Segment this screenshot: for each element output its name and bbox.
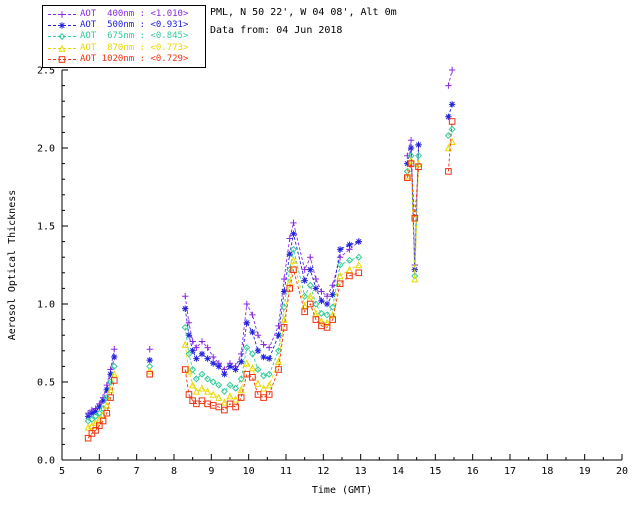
- legend-label: AOT 675nm : <0.845>: [80, 31, 189, 42]
- legend-label: AOT 870nm : <0.773>: [80, 42, 189, 53]
- series-aot-1020nm: [84, 118, 456, 442]
- x-tick-label: 9: [208, 466, 214, 477]
- x-tick-label: 13: [355, 466, 367, 477]
- diamond-marker-icon: [48, 33, 76, 41]
- square-marker-icon: [48, 56, 76, 63]
- y-tick-label: 2.0: [37, 144, 55, 155]
- x-tick-label: 12: [317, 466, 329, 477]
- x-tick-label: 20: [616, 466, 628, 477]
- legend-item: AOT 500nm : <0.931>: [47, 20, 202, 31]
- x-tick-label: 19: [579, 466, 591, 477]
- y-tick-label: 2.5: [37, 66, 55, 77]
- legend-item: AOT 1020nm : <0.729>: [47, 54, 202, 65]
- y-tick-label: 1.0: [37, 300, 55, 311]
- series-aot-400nm: [84, 66, 456, 417]
- legend-item: AOT 870nm : <0.773>: [47, 43, 202, 54]
- legend-item: AOT 400nm : <1.010>: [47, 9, 202, 20]
- x-tick-label: 15: [429, 466, 441, 477]
- series-aot-500nm: [84, 101, 456, 420]
- x-tick-label: 11: [280, 466, 292, 477]
- station-info: PML, N 50 22', W 04 08', Alt 0m: [210, 7, 397, 18]
- legend-item: AOT 675nm : <0.845>: [47, 31, 202, 42]
- x-tick-label: 16: [467, 466, 479, 477]
- legend-label: AOT 1020nm : <0.729>: [80, 53, 189, 64]
- series-aot-870nm: [84, 137, 456, 431]
- y-tick-label: 0.0: [37, 456, 55, 467]
- legend-label: AOT 500nm : <0.931>: [80, 20, 189, 31]
- y-tick-label: 1.5: [37, 222, 55, 233]
- x-tick-label: 6: [96, 466, 102, 477]
- y-axis-label: Aerosol Optical Thickness: [7, 190, 18, 341]
- x-tick-label: 7: [134, 466, 140, 477]
- x-tick-label: 18: [541, 466, 553, 477]
- x-tick-label: 14: [392, 466, 404, 477]
- legend-box: AOT 400nm : <1.010> AOT 500nm : <0.931> AO…: [42, 5, 206, 68]
- x-axis-label: Time (GMT): [312, 485, 372, 496]
- plot-area: 5 6 7 8 9 10 11 12 13 14 15 16 17 18 19 20 0.0 0.5 1.0 1.5 2…: [37, 66, 628, 478]
- triangle-marker-icon: [48, 44, 76, 52]
- x-tick-label: 5: [59, 466, 65, 477]
- y-tick-label: 0.5: [37, 378, 55, 389]
- data-date: Data from: 04 Jun 2018: [210, 25, 343, 36]
- x-tick-label: 17: [504, 466, 516, 477]
- asterisk-marker-icon: [48, 22, 76, 29]
- x-tick-label: 10: [243, 466, 255, 477]
- plus-marker-icon: [48, 11, 76, 18]
- x-tick-label: 8: [171, 466, 177, 477]
- series-aot-675nm: [84, 125, 456, 425]
- legend-label: AOT 400nm : <1.010>: [80, 9, 189, 20]
